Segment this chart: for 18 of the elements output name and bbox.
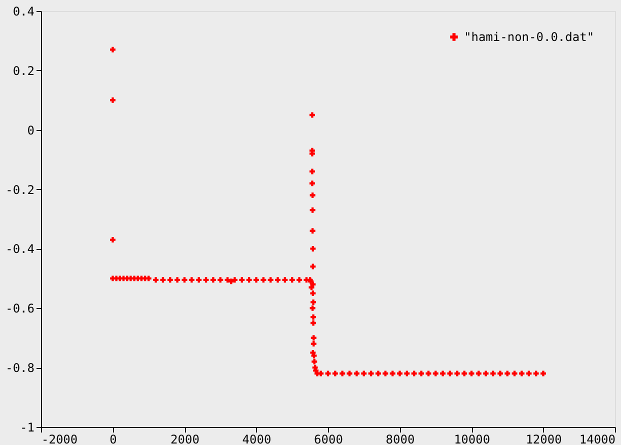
x-tick-label: 12000 [526, 432, 562, 445]
y-tick-label: -0.2 [6, 182, 34, 197]
x-tick-label: 4000 [242, 432, 272, 445]
y-tick-label: -0.8 [6, 361, 34, 376]
x-tick-label: 14000 [579, 432, 616, 445]
legend-label: "hami-non-0.0.dat" [464, 30, 594, 44]
x-tick-label: 10000 [454, 432, 490, 445]
y-tick-label: -0.4 [6, 242, 34, 256]
y-tick-label: -1 [20, 420, 34, 434]
y-tick-label: 0.4 [12, 4, 34, 18]
x-tick-label: 2000 [170, 432, 200, 445]
y-tick-label: 0.2 [12, 64, 34, 78]
x-tick-label: -2000 [42, 432, 78, 445]
y-tick-label: 0 [27, 123, 34, 138]
y-tick-label: -0.6 [6, 302, 34, 316]
x-tick-label: 8000 [386, 432, 415, 445]
x-tick-label: 6000 [314, 432, 343, 445]
x-tick-label: 0 [110, 432, 117, 445]
